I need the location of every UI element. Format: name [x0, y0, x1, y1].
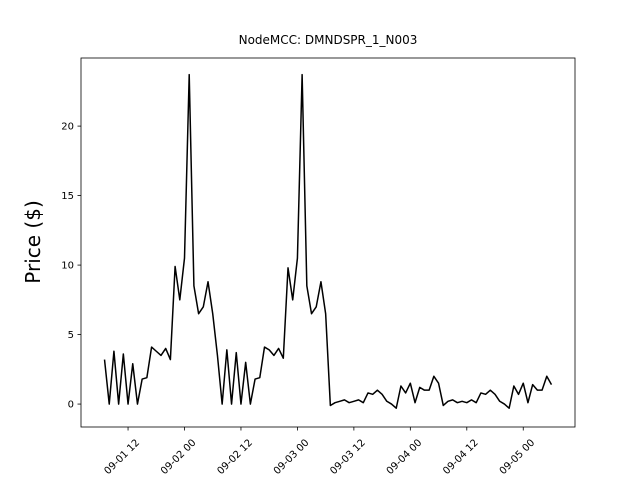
x-tick-label: 09-03 12 [328, 437, 368, 477]
plot-frame [80, 57, 576, 428]
y-axis-label: Price ($) [21, 200, 45, 283]
x-tick-label: 09-03 00 [272, 437, 312, 477]
y-tick-label: 10 [61, 261, 74, 272]
y-tick-label: 15 [61, 191, 74, 202]
x-tick-label: 09-01 12 [102, 437, 142, 477]
x-tick-label: 09-04 12 [441, 437, 481, 477]
y-tick-label: 0 [68, 400, 74, 411]
x-tick-label: 09-05 00 [498, 437, 538, 477]
chart-title: NodeMCC: DMNDSPR_1_N003 [239, 33, 418, 47]
x-tick-label: 09-02 00 [159, 437, 199, 477]
y-tick-label: 5 [68, 330, 74, 341]
x-tick-label: 09-04 00 [385, 437, 425, 477]
y-tick-label: 20 [61, 122, 74, 133]
price-line [103, 73, 553, 409]
x-tick-label: 09-02 12 [215, 437, 255, 477]
